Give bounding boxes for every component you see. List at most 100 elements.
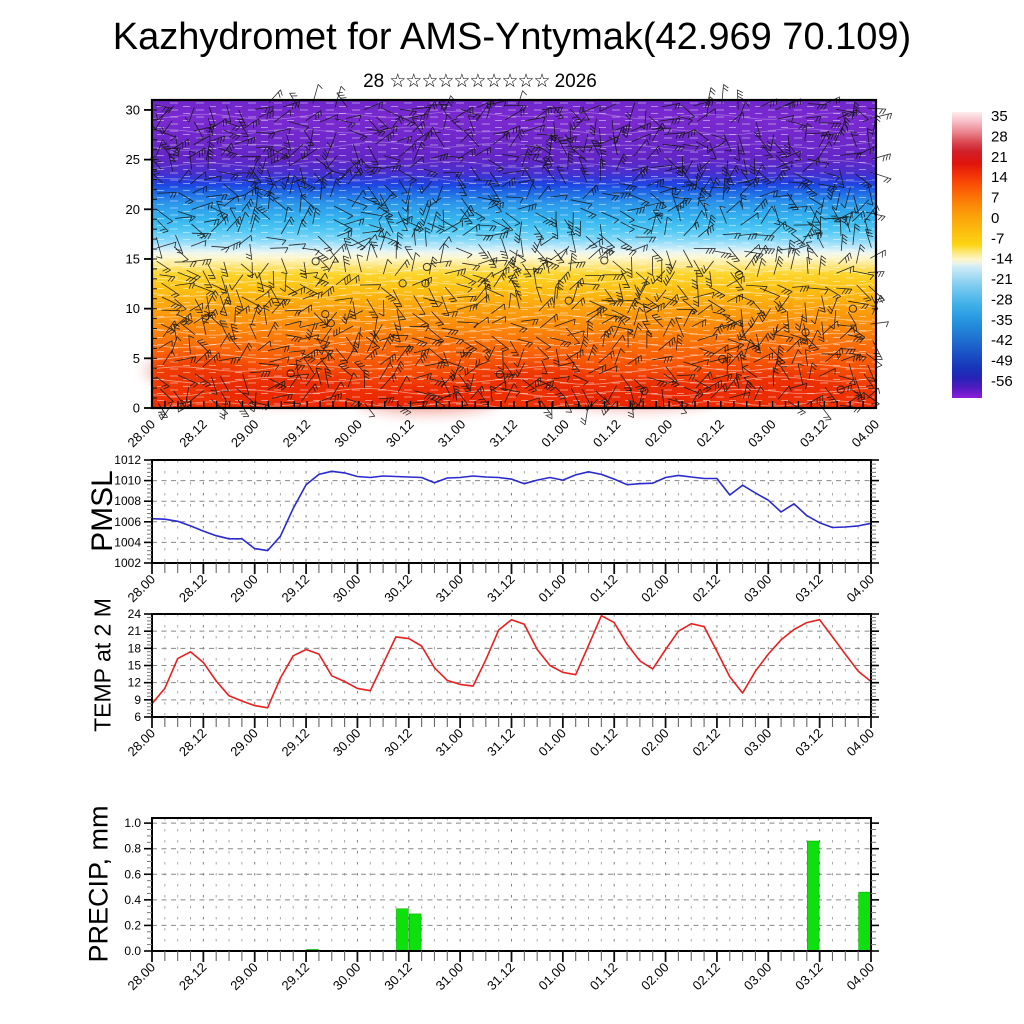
- precip-bar: [807, 840, 820, 952]
- svg-text:29.00: 29.00: [227, 572, 261, 606]
- calm-circle: [286, 369, 295, 378]
- svg-text:02.12: 02.12: [689, 726, 723, 760]
- svg-text:30.12: 30.12: [381, 726, 415, 760]
- svg-text:31.12: 31.12: [484, 960, 518, 994]
- svg-text:03.00: 03.00: [741, 572, 775, 606]
- svg-text:01.00: 01.00: [538, 417, 572, 451]
- svg-text:0.8: 0.8: [124, 842, 141, 856]
- svg-text:31.12: 31.12: [484, 726, 518, 760]
- svg-text:28.12: 28.12: [176, 572, 210, 606]
- svg-text:03.00: 03.00: [741, 960, 775, 994]
- svg-text:0: 0: [133, 401, 140, 416]
- svg-text:04.00: 04.00: [844, 960, 878, 994]
- wind-barb-staffs: [150, 84, 892, 425]
- svg-text:30.00: 30.00: [330, 572, 364, 606]
- colorbar-tick-label: 0: [991, 210, 999, 227]
- svg-text:28.00: 28.00: [125, 960, 159, 994]
- svg-text:29.00: 29.00: [228, 417, 262, 451]
- precip-bar: [396, 908, 409, 952]
- svg-text:29.12: 29.12: [279, 572, 313, 606]
- svg-text:31.00: 31.00: [433, 960, 467, 994]
- svg-text:29.12: 29.12: [279, 960, 313, 994]
- svg-text:02.00: 02.00: [642, 417, 676, 451]
- star-glyphs: ☆☆☆☆☆☆☆☆☆☆: [389, 71, 550, 92]
- svg-text:10: 10: [126, 301, 140, 316]
- colorbar-tick-label: -21: [991, 271, 1013, 288]
- svg-text:30.00: 30.00: [330, 726, 364, 760]
- svg-text:21: 21: [128, 624, 142, 638]
- svg-text:1002: 1002: [114, 556, 141, 570]
- svg-text:28.00: 28.00: [125, 417, 159, 451]
- colorbar-tick-label: -49: [991, 353, 1013, 370]
- calm-circle: [495, 370, 504, 379]
- svg-text:02.00: 02.00: [638, 572, 672, 606]
- svg-text:29.12: 29.12: [280, 417, 314, 451]
- calm-circle: [422, 262, 432, 272]
- colorbar-tick-label: 7: [991, 190, 999, 207]
- wind-barb-flags: [150, 84, 893, 426]
- svg-text:28.12: 28.12: [176, 417, 210, 451]
- calm-circle: [640, 386, 649, 395]
- calm-circle: [311, 257, 320, 266]
- calm-circle: [564, 296, 573, 305]
- colorbar-tick-label: 28: [991, 128, 1008, 145]
- colorbar-tick-label: 14: [991, 169, 1008, 186]
- colorbar-tick-label: -14: [991, 251, 1013, 268]
- svg-text:01.00: 01.00: [535, 572, 569, 606]
- svg-text:04.00: 04.00: [849, 417, 883, 451]
- svg-text:03.12: 03.12: [797, 417, 831, 451]
- colorbar-tick-label: -28: [991, 291, 1013, 308]
- colorbar-tick-label: 21: [991, 149, 1008, 166]
- svg-text:24: 24: [128, 607, 142, 621]
- svg-text:30.00: 30.00: [330, 960, 364, 994]
- svg-text:01.12: 01.12: [587, 960, 621, 994]
- precip-bar: [408, 913, 422, 952]
- svg-text:31.00: 31.00: [433, 726, 467, 760]
- svg-text:30: 30: [126, 102, 140, 117]
- colorbar-gradient: [952, 112, 982, 398]
- precip-bar: [858, 891, 871, 952]
- svg-text:02.00: 02.00: [638, 960, 672, 994]
- svg-text:1012: 1012: [114, 453, 141, 467]
- svg-text:0.2: 0.2: [124, 918, 141, 932]
- svg-text:0.6: 0.6: [124, 867, 141, 881]
- temp2m-series: [151, 614, 872, 709]
- svg-text:15: 15: [128, 659, 142, 673]
- svg-text:02.12: 02.12: [689, 960, 723, 994]
- svg-text:6: 6: [134, 710, 141, 724]
- svg-text:01.12: 01.12: [587, 572, 621, 606]
- svg-text:29.00: 29.00: [227, 726, 261, 760]
- pmsl-panel: 1002 1004 1006 1008 1010 1012 28.00 28.12 29.00 2…: [114, 453, 879, 605]
- calm-circle: [398, 279, 407, 288]
- svg-text:29.12: 29.12: [279, 726, 313, 760]
- colorbar-tick-label: 35: [991, 108, 1008, 125]
- svg-text:01.12: 01.12: [587, 726, 621, 760]
- svg-text:30.12: 30.12: [383, 417, 417, 451]
- svg-text:28.00: 28.00: [125, 572, 159, 606]
- svg-text:9: 9: [134, 693, 141, 707]
- svg-text:15: 15: [126, 251, 140, 266]
- svg-text:31.12: 31.12: [484, 572, 518, 606]
- svg-text:1.0: 1.0: [124, 816, 141, 830]
- subtitle: 28 ☆☆☆☆☆☆☆☆☆☆ 2026: [0, 70, 992, 93]
- calm-circle: [801, 328, 810, 337]
- page-title: Kazhydromet for AMS-Yntymak(42.969 70.10…: [112, 16, 912, 58]
- svg-text:12: 12: [128, 676, 142, 690]
- svg-text:28.12: 28.12: [176, 726, 210, 760]
- calm-circle: [600, 256, 609, 265]
- svg-text:04.00: 04.00: [844, 572, 878, 606]
- cross-section-panel: 0 5 10 15 20 25 30 28.00 28.12 29.00 29.12 30.00 30.…: [125, 84, 893, 451]
- svg-text:1010: 1010: [114, 474, 141, 488]
- svg-text:04.00: 04.00: [844, 726, 878, 760]
- svg-text:01.12: 01.12: [590, 417, 624, 451]
- svg-text:30.12: 30.12: [381, 960, 415, 994]
- svg-text:1006: 1006: [114, 515, 141, 529]
- svg-text:02.12: 02.12: [689, 572, 723, 606]
- svg-text:0.4: 0.4: [124, 893, 141, 907]
- colorbar-tick-label: -56: [991, 373, 1013, 390]
- svg-text:03.12: 03.12: [792, 960, 826, 994]
- calm-circle: [735, 270, 744, 279]
- temperature-colorbar: 35 28 21 14 7 0 -7 -14 -21 -28 -35 -42 -49 -56: [952, 108, 1013, 398]
- colorbar-tick-label: -42: [991, 332, 1013, 349]
